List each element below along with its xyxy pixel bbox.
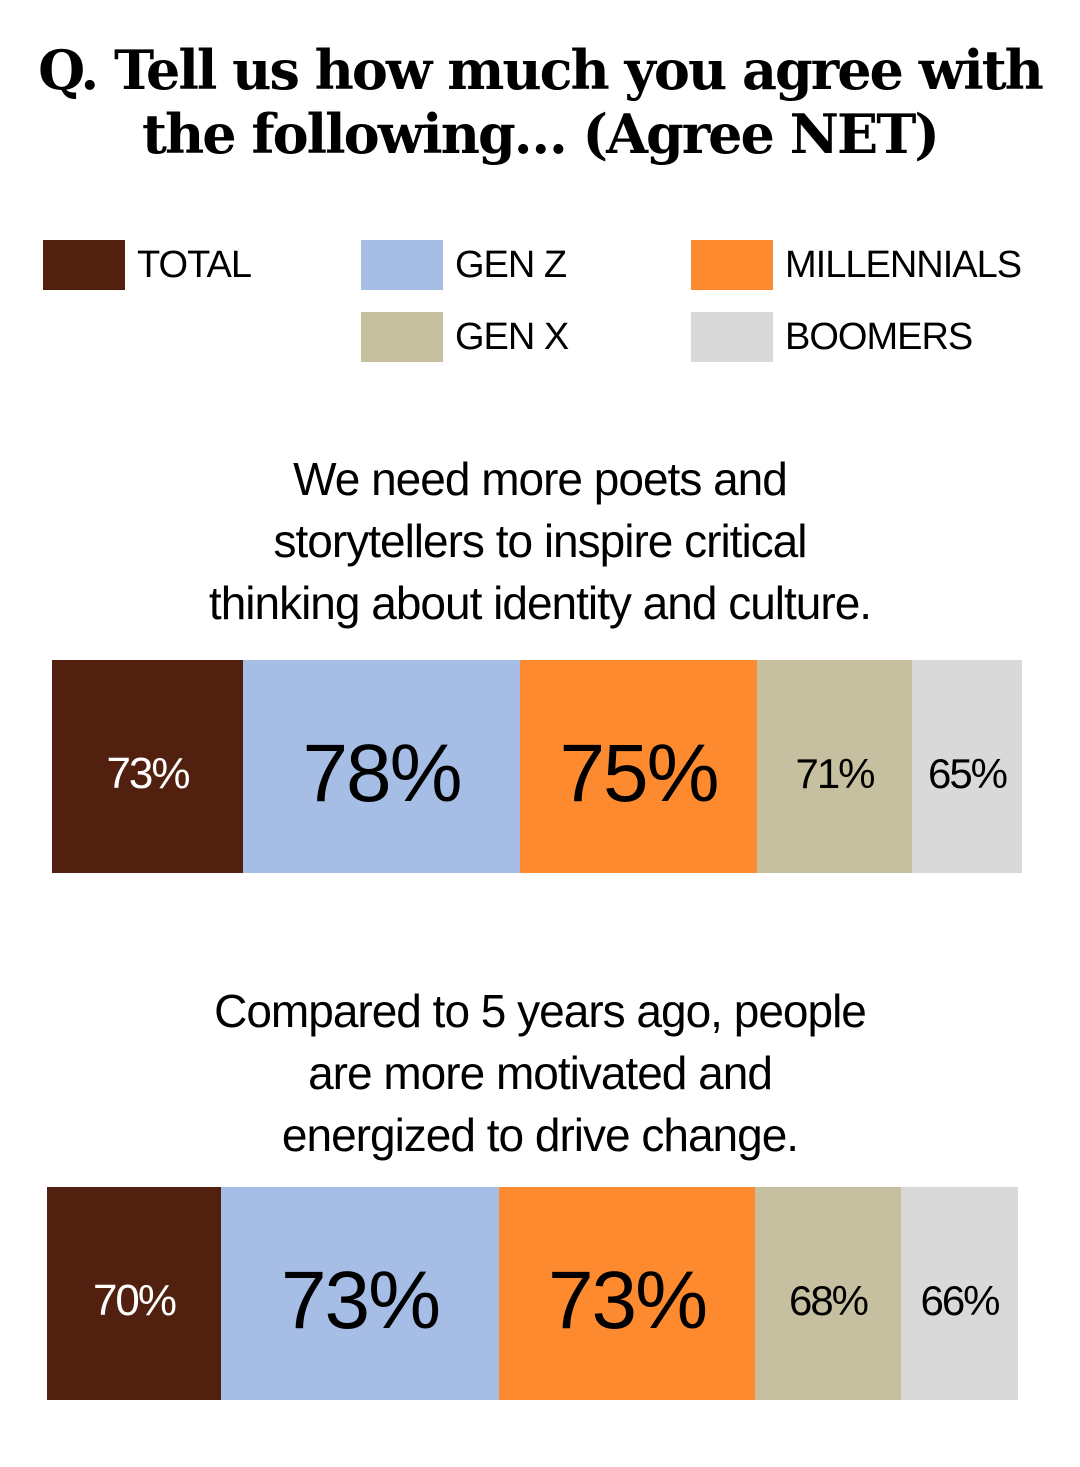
segment [243,660,520,873]
legend-swatch [691,240,773,290]
chart-title: Q. Tell us how much you agree with the f… [38,38,1044,166]
value-label: 70% [92,1276,177,1325]
value-label: 68% [788,1277,869,1324]
segment [47,1187,221,1400]
legend-label: TOTAL [137,244,252,286]
legend-swatch [691,312,773,362]
legend-label: GEN Z [455,244,567,286]
value-label: 71% [795,750,875,797]
value-label: 75% [559,728,719,819]
legend-label: BOOMERS [785,316,973,358]
value-label: 73% [106,749,190,798]
value-label: 73% [547,1255,708,1346]
segment [520,660,757,873]
segment [901,1187,1018,1400]
legend-label: GEN X [455,316,569,358]
statement: Compared to 5 years ago, people are more… [214,985,867,1161]
value-label: 78% [302,728,462,819]
statement: We need more poets and storytellers to i… [208,453,872,629]
legend-label: MILLENNIALS [785,244,1022,286]
value-label: 73% [280,1255,441,1346]
segment [499,1187,755,1400]
segment [52,660,243,873]
segment [757,660,912,873]
legend-swatch [361,312,443,362]
segment [221,1187,499,1400]
value-label: 66% [920,1277,1000,1324]
segment [912,660,1022,873]
value-label: 65% [927,750,1008,797]
legend-swatch [43,240,125,290]
legend-swatch [361,240,443,290]
segment [755,1187,901,1400]
